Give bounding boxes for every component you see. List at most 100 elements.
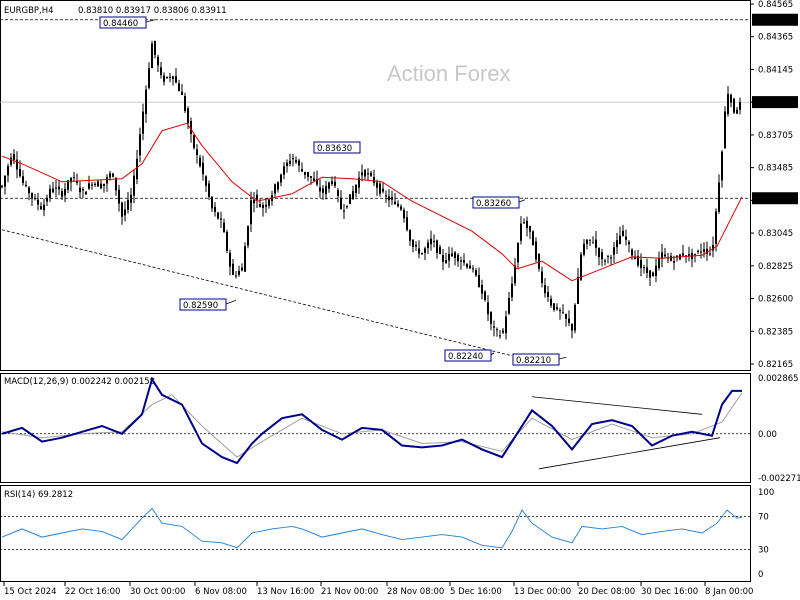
candle-body [7,166,9,176]
candle-body [10,157,12,165]
candle [709,246,711,257]
candle-body [154,40,156,55]
candle [256,189,258,208]
candle [583,239,585,257]
candle-body [118,189,120,204]
candle [238,265,240,277]
candle [346,205,348,209]
candle [43,198,45,217]
candle-body [616,240,618,248]
candle [517,242,519,270]
candle-body [712,245,714,251]
candle [694,253,696,263]
candle [265,198,267,214]
candles [1,40,741,340]
candle [703,242,705,258]
candle [520,216,522,245]
candle-body [661,252,663,259]
candle [367,168,369,182]
candle [526,216,528,237]
candle-body [247,226,249,246]
time-tick-label: 6 Nov 08:00 [195,587,247,597]
candle [361,164,363,182]
candle [253,192,255,213]
candle [403,207,405,223]
candle [118,184,120,212]
candle-body [31,193,33,198]
time-tick-label: 8 Jan 00:00 [705,587,753,597]
candle-body [442,255,444,262]
candle [370,170,372,178]
annotation-high-3: 0.83260 [472,196,526,209]
candle [718,174,720,214]
candle-body [391,196,393,200]
candle-body [385,195,387,197]
candle-body [286,162,288,166]
candle-body [586,239,588,244]
candle-body [283,166,285,175]
candle-body [478,274,480,288]
candle [34,193,36,201]
candle-body [628,242,630,245]
candle [643,264,645,274]
time-tick-label: 21 Nov 00:00 [321,587,378,597]
candle [478,267,480,288]
candle-body [109,173,111,178]
price-tick-label: 0.82165 [758,360,793,370]
candle-body [217,212,219,219]
candle [616,232,618,255]
candle [376,179,378,197]
candle [319,179,321,198]
candle-body [292,158,294,160]
candle-body [709,253,711,255]
candle [91,181,93,190]
candle [565,313,567,327]
candle-body [277,182,279,190]
candle [193,134,195,150]
candle-body [433,240,435,242]
candle-body [76,181,78,183]
candle-body [466,263,468,268]
candle [28,186,30,201]
candle [379,180,381,197]
candle-body [733,98,735,113]
candle-body [595,239,597,248]
candle-body [94,183,96,185]
candle-body [28,187,30,194]
candle [454,251,456,266]
candle-body [715,211,717,244]
candle-body [262,204,264,209]
rsi-tick-label: 0 [758,570,763,580]
candle [739,97,741,115]
candle-body [430,238,432,245]
candle-body [58,186,60,190]
candle [511,276,513,302]
candle [325,180,327,200]
candle [373,169,375,187]
candle [574,303,576,334]
candle [655,258,657,283]
candle-body [613,247,615,255]
annotation-text: 0.82590 [183,301,218,311]
candle-body [307,172,309,177]
candle-body [580,254,582,280]
candle-body [484,291,486,300]
candle-body [568,318,570,323]
candle [715,208,717,252]
candle [244,242,246,272]
candle-body [25,184,27,186]
candle-body [634,256,636,260]
candle [409,229,411,247]
annotation-box [99,16,147,29]
candle [568,310,570,327]
candle-body [682,253,684,256]
candle-body [418,248,420,254]
candle [676,255,678,262]
candle [232,258,234,276]
candle [169,73,171,83]
candle [469,260,471,269]
candle [175,68,177,84]
candle-body [361,172,363,176]
candle [544,278,546,298]
